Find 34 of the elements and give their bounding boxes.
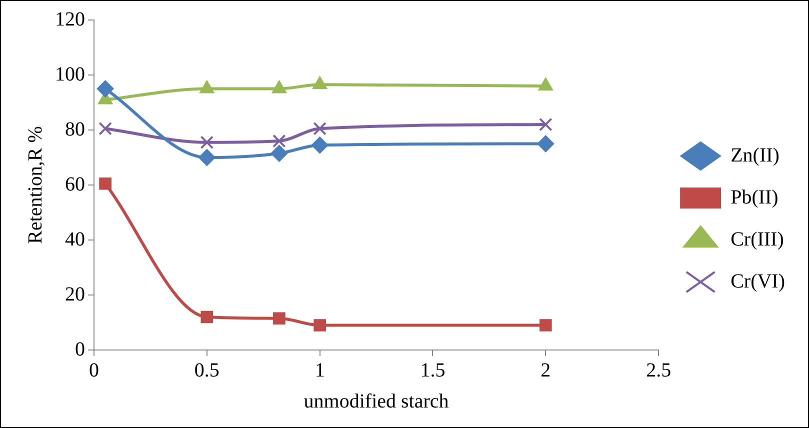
point bbox=[539, 118, 552, 132]
x-tick-label: 1 bbox=[314, 359, 325, 382]
legend-label: Pb(II) bbox=[730, 186, 778, 208]
x-tick-label: 1.5 bbox=[420, 359, 446, 382]
x-tick-label: 2 bbox=[540, 359, 551, 382]
legend-label: Zn(II) bbox=[730, 144, 780, 166]
legend-label: Cr(VI) bbox=[730, 270, 786, 292]
point bbox=[96, 80, 114, 98]
point bbox=[99, 177, 112, 190]
x-tick-label: 2.5 bbox=[646, 359, 672, 382]
y-tick-label: 60 bbox=[65, 173, 85, 196]
point bbox=[313, 122, 326, 136]
x-tick-label: 0.5 bbox=[194, 359, 220, 382]
point bbox=[311, 136, 328, 154]
x-axis-title: unmodified starch bbox=[304, 390, 449, 412]
y-tick-label: 0 bbox=[75, 338, 85, 360]
point bbox=[98, 122, 112, 136]
point bbox=[272, 134, 286, 148]
y-tick-label: 120 bbox=[55, 8, 85, 30]
point bbox=[200, 136, 214, 150]
point bbox=[273, 312, 286, 325]
y-axis-title: Retention,R % bbox=[24, 126, 46, 244]
point bbox=[270, 144, 288, 162]
y-tick-label: 100 bbox=[55, 63, 85, 86]
y-tick-label: 80 bbox=[65, 118, 85, 140]
y-tick-label: 40 bbox=[65, 228, 85, 250]
legend-label: Cr(III) bbox=[730, 228, 784, 250]
point bbox=[540, 319, 552, 332]
point bbox=[537, 135, 554, 152]
point bbox=[198, 149, 216, 166]
x-tick-label: 0 bbox=[89, 359, 99, 382]
point bbox=[314, 319, 326, 332]
point bbox=[200, 310, 214, 324]
y-tick-label: 20 bbox=[65, 283, 85, 306]
